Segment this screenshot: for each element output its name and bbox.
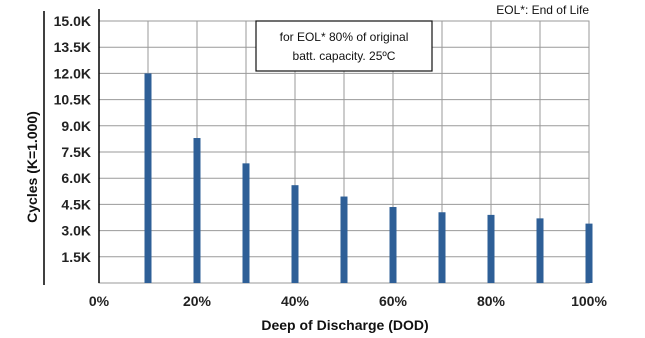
y-axis-title: Cycles (K=1.000) <box>24 111 40 223</box>
annotation-line-1: for EOL* 80% of original <box>280 30 409 44</box>
bar <box>144 73 152 284</box>
x-tick-label: 20% <box>183 293 212 309</box>
x-tick-labels: 0% 20% 40% 60% 80% 100% <box>89 293 608 309</box>
bar <box>389 207 397 283</box>
bar <box>291 185 299 283</box>
grid <box>98 20 590 284</box>
y-tick-label: 7.5K <box>61 144 91 160</box>
y-tick-label: 15.0K <box>54 13 91 29</box>
y-tick-label: 4.5K <box>61 196 91 212</box>
bar <box>242 163 250 283</box>
x-tick-label: 60% <box>379 293 408 309</box>
annotation-box: for EOL* 80% of original batt. capacity.… <box>255 20 433 72</box>
y-tick-label: 12.0K <box>54 65 91 81</box>
bar <box>340 196 348 283</box>
x-tick-label: 100% <box>571 293 607 309</box>
y-tick-label: 10.5K <box>54 92 91 108</box>
y-tick-label: 6.0K <box>61 170 91 186</box>
annotation-line-2: batt. capacity. 25ºC <box>293 49 396 63</box>
bar <box>536 218 544 283</box>
x-tick-label: 40% <box>281 293 310 309</box>
y-tick-label: 1.5K <box>61 249 91 265</box>
bars <box>144 73 593 284</box>
y-tick-label: 9.0K <box>61 118 91 134</box>
y-tick-labels: 1.5K 3.0K 4.5K 6.0K 7.5K 9.0K 10.5K 12.0K 13.5K 1… <box>54 13 91 265</box>
bar <box>487 214 495 283</box>
x-tick-label: 80% <box>477 293 506 309</box>
y-tick-label: 13.5K <box>54 39 91 55</box>
footnote: EOL*: End of Life <box>496 3 589 17</box>
x-axis-title: Deep of Discharge (DOD) <box>261 317 428 333</box>
axes <box>43 9 100 285</box>
bar <box>585 223 593 283</box>
bar <box>438 212 446 283</box>
x-tick-label: 0% <box>89 293 110 309</box>
bar <box>193 138 201 283</box>
annotation-frame <box>255 20 433 72</box>
y-tick-label: 3.0K <box>61 223 91 239</box>
